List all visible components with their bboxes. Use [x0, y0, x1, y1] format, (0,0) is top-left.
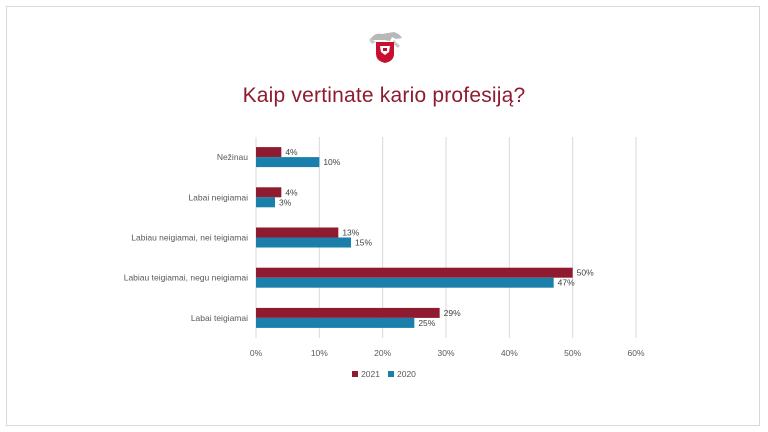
category-label: Nežinau: [217, 152, 248, 162]
category-label: Labiau teigiamai, negu neigiamai: [124, 273, 248, 283]
bar-2021: [256, 307, 440, 318]
chart-legend: 2021 2020: [0, 369, 768, 379]
x-tick-label: 10%: [311, 348, 328, 358]
coat-of-arms-vytis-icon: [369, 32, 402, 63]
data-label-2020: 25%: [418, 318, 435, 328]
x-tick-label: 30%: [437, 348, 454, 358]
bar-2021: [256, 267, 573, 278]
bar-2020: [256, 157, 320, 168]
legend-swatch-2021: [352, 371, 359, 377]
bar-2020: [256, 277, 554, 288]
bar-2020: [256, 237, 351, 248]
category-label: Labai teigiamai: [191, 313, 248, 323]
bar-2020: [256, 317, 415, 328]
data-label-2021: 13%: [342, 228, 359, 238]
legend-label-2020: 2020: [397, 369, 416, 379]
data-label-2020: 15%: [355, 238, 372, 248]
bar-2021: [256, 187, 282, 198]
data-label-2021: 29%: [444, 308, 461, 318]
data-label-2021: 50%: [577, 268, 594, 278]
category-label: Labiau neigiamai, nei teigiamai: [131, 233, 248, 243]
legend-label-2021: 2021: [361, 369, 380, 379]
bar-2021: [256, 227, 339, 238]
x-tick-label: 0%: [250, 348, 263, 358]
category-label: Labai neigiamai: [188, 192, 248, 202]
x-tick-label: 60%: [627, 348, 644, 358]
data-label-2020: 10%: [323, 157, 340, 167]
data-label-2021: 4%: [285, 187, 298, 197]
x-tick-label: 40%: [501, 348, 518, 358]
x-tick-label: 20%: [374, 348, 391, 358]
data-label-2020: 3%: [279, 197, 292, 207]
bar-2021: [256, 147, 282, 158]
bar-2020: [256, 197, 275, 208]
x-tick-label: 50%: [564, 348, 581, 358]
legend-item-2020: 2020: [388, 369, 416, 379]
chart-title: Kaip vertinate kario profesiją?: [242, 84, 526, 107]
data-label-2020: 47%: [558, 278, 575, 288]
legend-swatch-2020: [388, 371, 394, 377]
legend-item-2021: 2021: [352, 369, 380, 379]
data-label-2021: 4%: [285, 147, 298, 157]
